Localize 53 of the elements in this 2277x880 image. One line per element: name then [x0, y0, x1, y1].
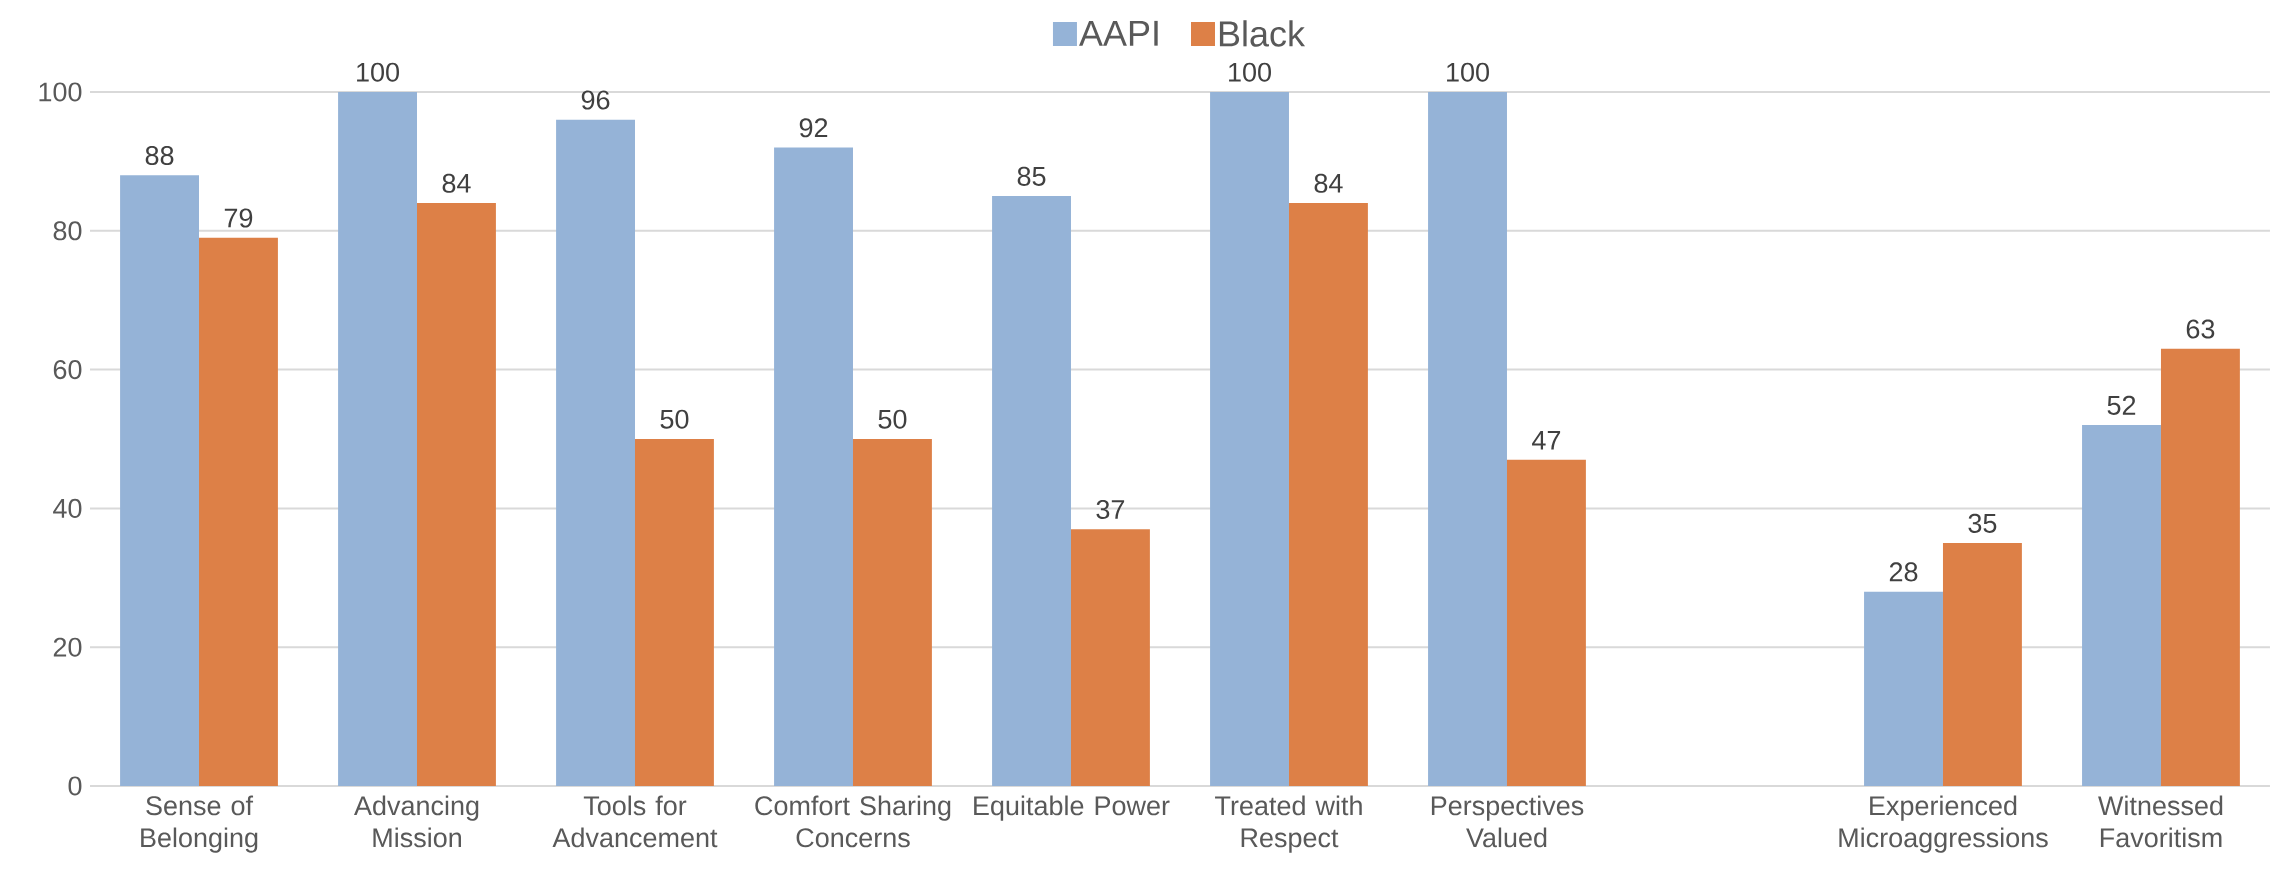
legend-label: Black — [1219, 20, 1306, 47]
data-label: 37 — [1096, 499, 1125, 520]
bar — [1942, 543, 2022, 786]
bar — [1288, 203, 1368, 786]
data-label: 47 — [1532, 431, 1561, 450]
data-label: 52 — [2107, 395, 2136, 415]
x-tick-label: Experienced Microaggressions — [1839, 795, 2048, 853]
data-label: 84 — [1314, 173, 1343, 193]
data-label: 85 — [1017, 166, 1046, 186]
x-tick-label: Tools for Advancement — [552, 795, 718, 848]
data-label: 88 — [145, 145, 174, 166]
bar — [1864, 591, 1943, 786]
y-tick-label: 80 — [53, 221, 82, 241]
bar — [417, 203, 496, 786]
legend-label: AAPI — [1079, 20, 1158, 46]
data-label: 79 — [224, 208, 253, 228]
y-tick-label: 20 — [53, 637, 82, 657]
data-label: 50 — [660, 409, 689, 429]
x-tick-label: Comfort Sharing Concerns — [755, 795, 951, 848]
x-tick-label: Witnessed Favoritism — [2098, 795, 2223, 848]
x-tick-label: Treated with Respect — [1215, 795, 1362, 853]
data-label: 96 — [581, 90, 610, 110]
bar — [1070, 529, 1150, 786]
bar — [2082, 425, 2161, 786]
data-label: 100 — [1447, 62, 1489, 82]
y-tick-label: 60 — [53, 360, 82, 380]
bar — [338, 91, 417, 786]
bar — [556, 119, 635, 786]
data-label: 100 — [357, 62, 400, 82]
x-tick-label: Perspectives Valued — [1431, 795, 1584, 848]
data-label: 92 — [799, 118, 828, 138]
bar — [774, 147, 853, 786]
data-label: 35 — [1968, 513, 1997, 533]
x-tick-label: Sense of Belonging — [141, 795, 258, 853]
bar — [199, 237, 278, 786]
data-label: 84 — [442, 173, 471, 193]
bar — [120, 175, 199, 786]
bar — [852, 439, 932, 786]
bar — [992, 196, 1071, 786]
bar — [634, 439, 714, 786]
y-tick-label: 40 — [53, 498, 82, 518]
data-label: 28 — [1889, 562, 1918, 582]
y-tick-label: 100 — [39, 82, 82, 102]
x-tick-label: Advancing Mission — [354, 795, 479, 848]
bar — [1428, 91, 1507, 786]
data-label: 50 — [878, 409, 907, 429]
data-label: 100 — [1229, 62, 1271, 82]
y-tick-label: 0 — [68, 776, 82, 796]
bar — [1506, 459, 1586, 786]
bar — [2160, 348, 2240, 786]
data-label: 63 — [2186, 319, 2215, 339]
x-tick-label: Equitable Power — [974, 795, 1170, 821]
bar — [1210, 91, 1289, 786]
